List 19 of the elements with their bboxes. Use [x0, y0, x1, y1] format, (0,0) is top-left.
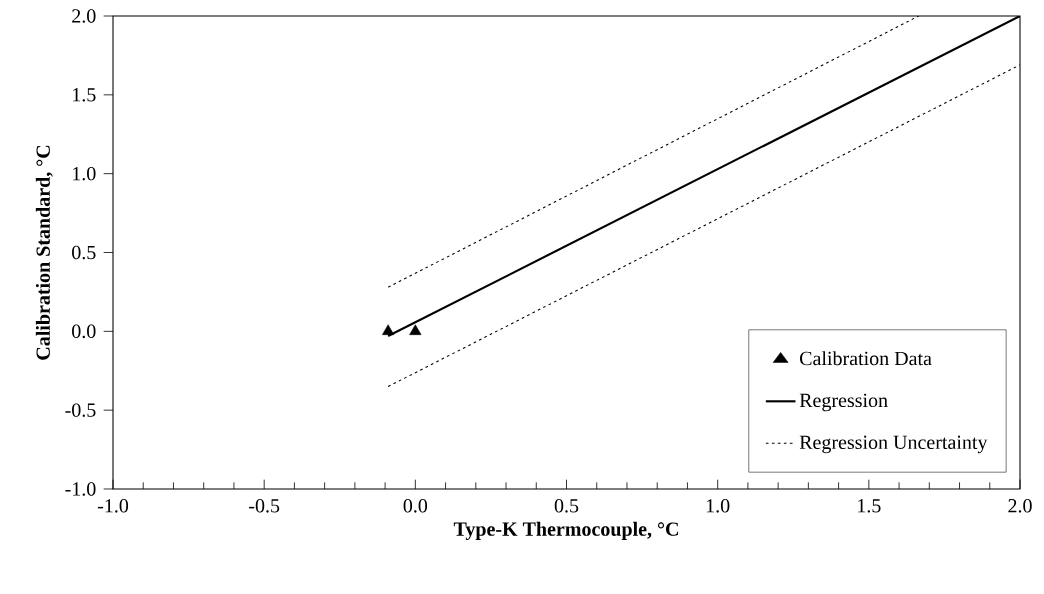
y-axis-title: Calibration Standard, °C	[35, 145, 53, 360]
legend-label: Regression Uncertainty	[799, 435, 988, 454]
y-tick-label: -1.0	[65, 482, 96, 496]
x-tick-label: 0.5	[554, 499, 579, 513]
x-axis-title: Type-K Thermocouple, °C	[453, 521, 678, 540]
legend-label: Calibration Data	[800, 351, 932, 366]
x-tick-label: 2.0	[1008, 499, 1032, 513]
x-tick-label: 0.0	[403, 499, 428, 513]
x-tick-label: -0.5	[249, 499, 280, 513]
y-tick-label: 1.5	[73, 88, 96, 102]
x-tick-label: 1.0	[706, 499, 730, 513]
y-tick-label: -0.5	[65, 403, 96, 417]
y-tick-label: 2.0	[72, 9, 96, 23]
x-tick-label: 1.5	[858, 499, 881, 513]
y-tick-label: 1.0	[73, 166, 96, 181]
x-tick-label: -1.0	[97, 499, 129, 513]
y-tick-label: 0.5	[72, 245, 96, 260]
y-tick-label: 0.0	[72, 324, 96, 339]
legend-label: Regression	[799, 393, 888, 412]
